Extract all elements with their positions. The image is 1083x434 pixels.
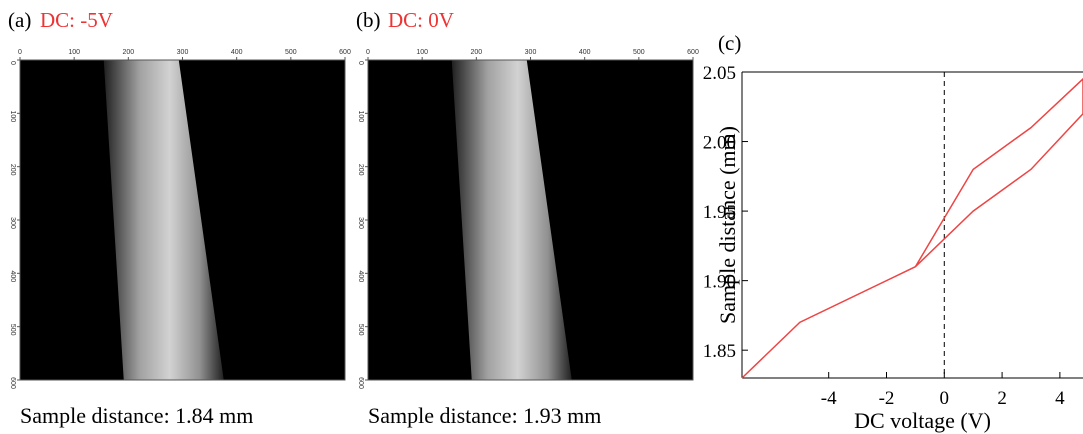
y-tick-label: 600 <box>357 377 364 389</box>
y-tick-label: 200 <box>9 164 16 176</box>
y-tick-label: 300 <box>357 217 364 229</box>
x-tick-label: 500 <box>633 49 645 56</box>
panel-title: DC: -5V <box>40 8 113 32</box>
x-tick-label: 200 <box>122 49 134 56</box>
y-tick-label: 100 <box>9 110 16 122</box>
x-tick-label: 500 <box>285 49 297 56</box>
x-tick-label: 100 <box>68 49 80 56</box>
caption: Sample distance: 1.93 mm <box>368 403 601 428</box>
x-tick-label: 2 <box>997 388 1007 409</box>
caption: Sample distance: 1.84 mm <box>20 403 253 428</box>
y-tick-label: 2.05 <box>703 63 736 84</box>
y-tick-label: 600 <box>9 377 16 389</box>
y-tick-label: 400 <box>9 270 16 282</box>
x-tick-label: -4 <box>821 388 837 409</box>
x-tick-label: 600 <box>339 49 351 56</box>
panel-title: DC: 0V <box>388 8 454 32</box>
y-tick-label: 0 <box>357 61 364 65</box>
x-tick-label: 600 <box>687 49 699 56</box>
x-tick-label: 0 <box>940 388 950 409</box>
y-tick-label: 400 <box>357 270 364 282</box>
x-tick-label: 300 <box>177 49 189 56</box>
x-tick-label: 300 <box>525 49 537 56</box>
x-tick-label: 400 <box>579 49 591 56</box>
y-tick-label: 0 <box>9 61 16 65</box>
x-axis-label: DC voltage (V) <box>854 408 991 433</box>
sample-image <box>451 60 572 380</box>
y-tick-label: 100 <box>357 110 364 122</box>
panel-label: (a) <box>8 8 31 32</box>
y-tick-label: 500 <box>357 324 364 336</box>
y-tick-label: 300 <box>9 217 16 229</box>
x-tick-label: 100 <box>416 49 428 56</box>
x-tick-label: 400 <box>231 49 243 56</box>
y-tick-label: 500 <box>9 324 16 336</box>
x-tick-label: 0 <box>366 49 370 56</box>
data-line <box>741 77 1083 379</box>
y-axis-label: Sample distance (mm) <box>715 126 740 324</box>
y-tick-label: 1.95 <box>703 202 736 223</box>
sample-image <box>103 60 224 380</box>
y-tick-label: 1.90 <box>703 272 736 293</box>
x-tick-label: 200 <box>470 49 482 56</box>
x-tick-label: -2 <box>879 388 895 409</box>
y-tick-label: 200 <box>357 164 364 176</box>
x-tick-label: 4 <box>1055 388 1065 409</box>
y-tick-label: 1.85 <box>703 341 736 362</box>
x-tick-label: 0 <box>18 49 22 56</box>
panel-label: (c) <box>718 31 741 55</box>
panel-label: (b) <box>356 8 381 32</box>
y-tick-label: 2.00 <box>703 133 736 154</box>
